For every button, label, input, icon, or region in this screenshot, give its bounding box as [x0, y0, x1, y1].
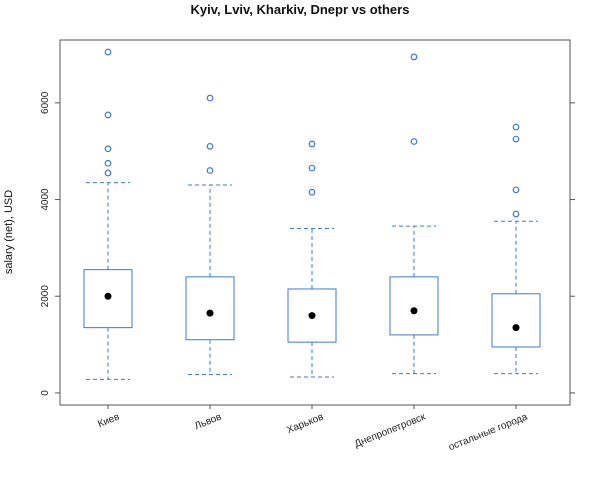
box-iqr: [389, 276, 439, 336]
y-tick-label: 2000: [40, 285, 51, 308]
outlier-point: [410, 53, 418, 61]
outlier-point: [512, 123, 520, 131]
median-point: [512, 324, 520, 332]
median-point: [206, 309, 214, 317]
y-axis: 0 2000 4000 6000: [40, 91, 575, 396]
outlier-point: [206, 94, 214, 102]
box-5: [491, 123, 541, 375]
outlier-point: [512, 186, 520, 194]
outlier-point: [104, 159, 112, 167]
outlier-point: [308, 164, 316, 172]
box-3: [287, 140, 337, 378]
outlier-point: [308, 188, 316, 196]
median-point: [410, 307, 418, 315]
outlier-point: [206, 142, 214, 150]
y-tick-label: 0: [40, 390, 51, 396]
outlier-point: [104, 48, 112, 56]
y-tick-label: 6000: [40, 91, 51, 114]
x-category-label: Львов: [193, 412, 223, 433]
outlier-point: [104, 145, 112, 153]
outlier-point: [206, 167, 214, 174]
outlier-point: [512, 135, 520, 143]
outlier-point: [104, 111, 112, 119]
box-2: [185, 94, 235, 376]
boxes-layer: [83, 48, 541, 380]
y-tick-label: 4000: [40, 188, 51, 211]
x-category-label: Киев: [96, 412, 121, 431]
box-iqr: [491, 293, 541, 348]
box-4: [389, 53, 439, 375]
box-1: [83, 48, 133, 380]
x-category-label: Харьков: [285, 412, 325, 437]
outlier-point: [512, 210, 520, 218]
x-category-label: Днепропетровск: [353, 411, 428, 450]
outlier-point: [410, 138, 418, 145]
median-point: [308, 312, 316, 320]
chart-title: Kyiv, Lviv, Kharkiv, Dnepr vs others: [191, 2, 410, 17]
outlier-point: [104, 169, 112, 177]
x-category-label: остальные города: [447, 411, 529, 453]
box-iqr: [185, 276, 235, 341]
plot-frame: [59, 39, 571, 406]
median-point: [104, 292, 112, 300]
outlier-point: [308, 140, 316, 148]
x-axis: Киев Львов Харьков Днепропетровск остальные …: [96, 405, 530, 453]
y-axis-label: salary (net), USD: [3, 190, 15, 274]
